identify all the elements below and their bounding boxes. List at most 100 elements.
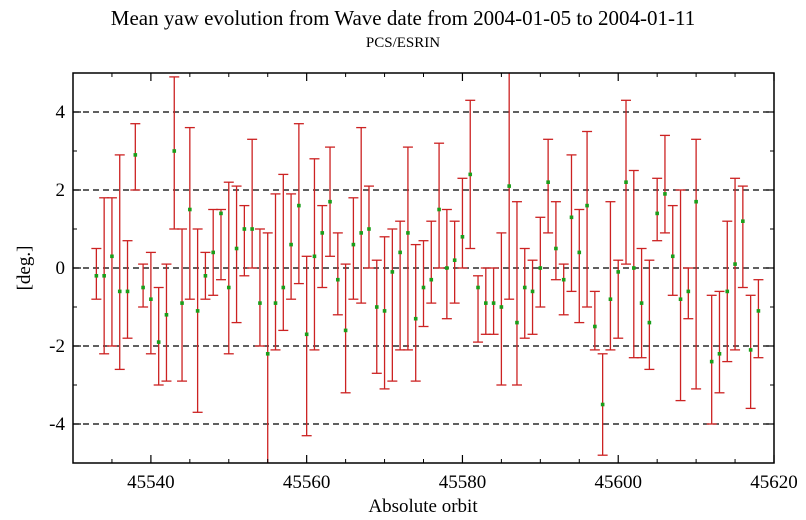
x-tick-label: 45580 (439, 472, 487, 493)
error-bar (683, 267, 694, 320)
data-point (429, 277, 434, 282)
error-bar (215, 208, 226, 281)
data-point (663, 192, 667, 196)
data-point (748, 348, 753, 352)
error-bar (441, 208, 452, 320)
error-bar (91, 247, 102, 300)
y-tick-label: -2 (49, 336, 65, 357)
data-point (406, 231, 410, 235)
data-point (180, 301, 184, 305)
error-bar (605, 201, 616, 351)
data-point (538, 266, 543, 270)
error-bar (247, 138, 258, 269)
error-bar (309, 158, 320, 351)
x-tick-label: 45540 (127, 472, 175, 493)
error-bar (270, 193, 281, 351)
data-point (195, 309, 200, 313)
data-point (717, 352, 722, 356)
error-bar (356, 126, 367, 304)
error-bar (737, 185, 748, 289)
data-point (413, 316, 418, 321)
data-point (125, 289, 130, 294)
x-tick-label: 45620 (750, 472, 798, 493)
error-bar (706, 294, 717, 425)
error-bar (480, 267, 491, 335)
chart-subtitle: PCS/ESRIN (365, 35, 441, 51)
data-point (304, 332, 309, 337)
error-bar (574, 208, 585, 324)
error-bar (582, 130, 593, 308)
data-point (164, 313, 169, 317)
data-point (741, 219, 745, 223)
chart-title: Mean yaw evolution from Wave date from 2… (110, 6, 696, 30)
error-bar (363, 185, 374, 269)
data-point (468, 172, 473, 177)
error-bar (434, 142, 445, 269)
error-bar (496, 232, 507, 386)
data-points (94, 149, 761, 407)
data-point (203, 274, 208, 278)
data-point (320, 231, 325, 235)
error-bar (745, 294, 756, 410)
data-point (694, 199, 698, 204)
error-bar (177, 228, 188, 382)
data-point (678, 297, 683, 301)
error-bar (192, 228, 203, 413)
data-point (211, 250, 215, 255)
error-bar (317, 204, 328, 289)
error-bar (511, 201, 522, 386)
data-point (733, 262, 737, 266)
data-point (398, 250, 402, 255)
data-point (351, 242, 356, 247)
error-bar (589, 290, 600, 351)
data-point (281, 285, 286, 290)
error-bar (184, 126, 195, 300)
error-bar (543, 138, 554, 234)
error-bars (91, 73, 764, 463)
error-bar (114, 154, 125, 371)
error-bar (519, 247, 530, 339)
error-bar (239, 204, 250, 277)
error-bar (371, 259, 382, 374)
error-bar (426, 220, 437, 304)
data-point (437, 207, 441, 212)
data-point (709, 359, 714, 364)
error-bar (488, 267, 499, 335)
data-point (336, 277, 340, 282)
error-bar (278, 173, 289, 332)
y-tick-label: 0 (56, 258, 66, 279)
data-point (133, 153, 138, 157)
data-point (328, 199, 332, 204)
data-point (670, 254, 675, 259)
x-axis-label: Absolute orbit (368, 496, 478, 517)
data-point (188, 207, 192, 212)
data-point (312, 254, 317, 259)
data-point (445, 266, 449, 270)
data-point (102, 274, 106, 278)
error-bar (644, 259, 655, 371)
error-bar (286, 193, 297, 300)
error-bar (652, 177, 663, 242)
y-tick-label: 2 (56, 180, 66, 201)
error-bar (449, 220, 460, 304)
error-bar (301, 255, 312, 437)
error-bar (145, 251, 156, 355)
data-point (655, 211, 659, 216)
data-point (374, 305, 379, 309)
error-bar (161, 263, 172, 382)
data-point (507, 184, 511, 188)
data-point (515, 320, 519, 325)
error-bar (691, 138, 702, 390)
error-bar (293, 123, 304, 285)
error-bar (223, 181, 234, 355)
error-bar (667, 204, 678, 296)
error-bar (340, 263, 351, 394)
data-point (234, 246, 239, 251)
data-point (569, 215, 574, 220)
data-point (117, 289, 122, 294)
axis-ticks: 45540 45560 45580 45600 45620 -4 -2 0 2 4 (49, 72, 798, 493)
error-bar (410, 243, 421, 382)
error-bar (231, 185, 242, 324)
data-point (686, 289, 691, 294)
data-point (265, 352, 270, 356)
